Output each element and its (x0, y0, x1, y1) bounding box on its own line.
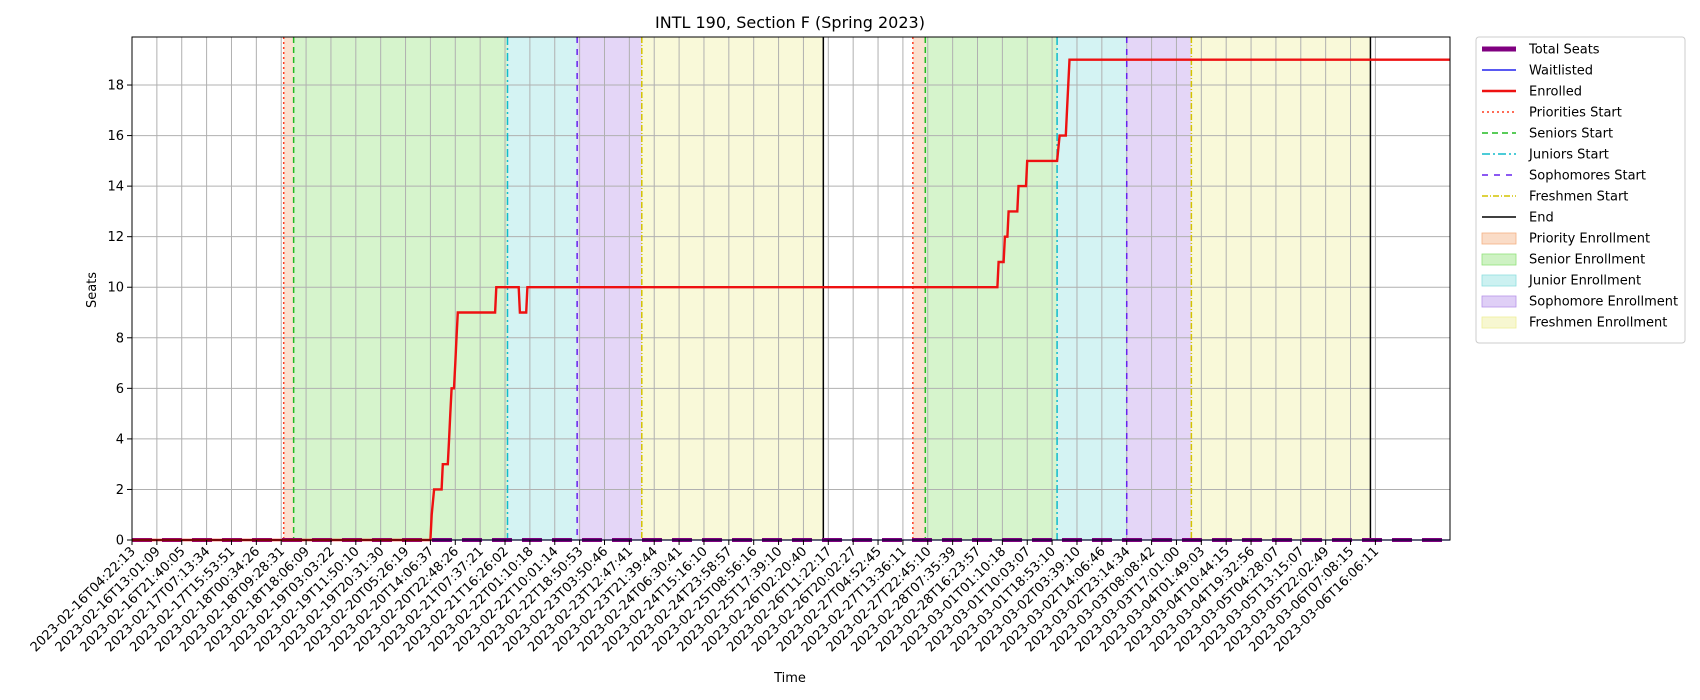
phase-band (1191, 37, 1371, 540)
legend-label: Juniors Start (1528, 148, 1609, 163)
phase-band (1057, 37, 1127, 540)
legend-swatch (1481, 253, 1517, 266)
legend: Total Seats Waitlisted Enrolled Priorities … (1475, 36, 1686, 344)
x-axis-title: Time (773, 671, 806, 686)
phase-band (283, 37, 294, 540)
y-tick-label: 0 (116, 534, 124, 549)
phase-start-lines (282, 37, 1372, 540)
phase-bands (283, 37, 1371, 540)
y-tick-label: 14 (107, 180, 124, 195)
chart-title: INTL 190, Section F (Spring 2023) (655, 13, 925, 32)
series-line-enrolled (132, 58, 1450, 542)
y-tick-label: 6 (116, 382, 124, 397)
x-axis-ticks: 2023-02-16T04:22:132023-02-16T13:01:0920… (28, 540, 1382, 655)
legend-label: Junior Enrollment (1528, 274, 1641, 289)
legend-label: Freshmen Start (1529, 190, 1628, 205)
phase-band (293, 37, 508, 540)
legend-label: Freshmen Enrollment (1529, 316, 1667, 331)
legend-box (1475, 36, 1686, 344)
legend-swatch (1481, 295, 1517, 308)
y-axis-title: Seats (85, 272, 100, 308)
y-tick-label: 12 (107, 230, 124, 245)
y-tick-label: 4 (116, 432, 124, 447)
phase-band (925, 37, 1058, 540)
y-axis-ticks: 0 2 4 6 8 10 12 14 16 18 (107, 79, 132, 549)
phase-band (912, 37, 926, 540)
legend-label: End (1529, 211, 1554, 226)
y-tick-label: 8 (116, 331, 124, 346)
y-tick-label: 18 (107, 79, 124, 94)
legend-label: Total Seats (1528, 43, 1600, 58)
legend-label: Waitlisted (1529, 64, 1593, 79)
phase-band (1126, 37, 1192, 540)
legend-label: Priorities Start (1529, 106, 1622, 121)
legend-swatch (1481, 316, 1517, 329)
legend-label: Senior Enrollment (1529, 253, 1645, 268)
legend-label: Sophomores Start (1529, 169, 1646, 184)
y-tick-label: 2 (116, 483, 124, 498)
legend-label: Enrolled (1529, 85, 1582, 100)
phase-band (641, 37, 824, 540)
y-tick-label: 16 (107, 129, 124, 144)
legend-swatch (1481, 232, 1517, 245)
phase-band (577, 37, 642, 540)
legend-label: Priority Enrollment (1529, 232, 1650, 247)
legend-label: Sophomore Enrollment (1529, 295, 1678, 310)
legend-swatch (1481, 274, 1517, 287)
grid-lines (131, 37, 1450, 541)
legend-label: Seniors Start (1529, 127, 1613, 142)
plot-frame (131, 36, 1451, 541)
y-tick-label: 10 (107, 281, 124, 296)
